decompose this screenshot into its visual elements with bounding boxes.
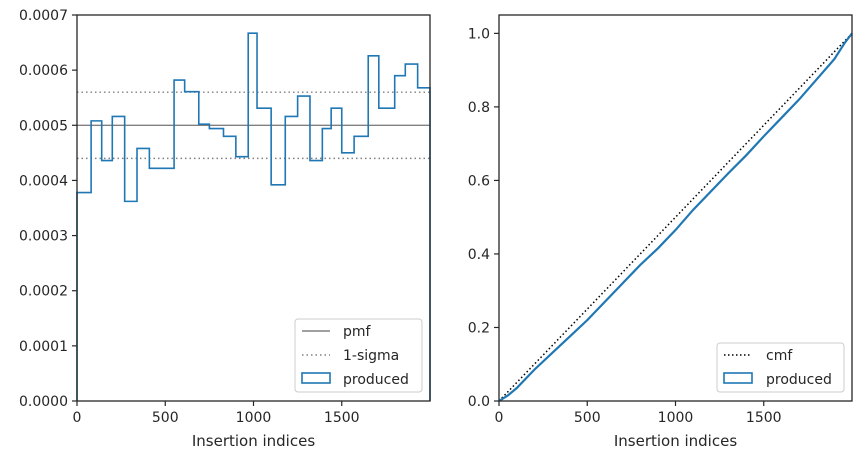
legend-produced-label: produced <box>343 372 409 388</box>
right-y-tick-label: 0.4 <box>468 247 490 263</box>
legend-sigma-label: 1-sigma <box>343 348 399 364</box>
left-axes-frame <box>76 14 431 402</box>
right-y-tick-label: 1.0 <box>468 26 490 42</box>
produced-cumulative-series <box>498 32 853 402</box>
pmf-histogram-panel: 0.0000 0.0001 0.0002 0.0003 0.0004 0.0005 0.00… <box>19 8 431 450</box>
produced-histogram-series <box>76 32 431 401</box>
right-y-tick-label: 0.0 <box>468 394 490 410</box>
left-x-axis-ticks: 0 500 1000 1500 <box>73 401 360 426</box>
left-legend: pmf 1-sigma produced <box>294 318 423 393</box>
right-x-axis-label: Insertion indices <box>614 432 737 450</box>
left-y-tick-label: 0.0006 <box>19 63 68 79</box>
legend-cmf-label: cmf <box>766 348 793 364</box>
legend-produced-swatch-right <box>723 372 753 384</box>
left-y-tick-label: 0.0003 <box>19 229 68 245</box>
legend-produced-label-right: produced <box>766 372 832 388</box>
right-x-axis-ticks: 0 500 1000 1500 <box>495 401 782 426</box>
left-y-axis-ticks: 0.0000 0.0001 0.0002 0.0003 0.0004 0.0005 0.00… <box>19 8 77 410</box>
legend-produced-swatch <box>301 372 331 384</box>
left-y-tick-label: 0.0002 <box>19 284 68 300</box>
left-y-tick-label: 0.0000 <box>19 394 68 410</box>
left-y-tick-label: 0.0001 <box>19 339 68 355</box>
left-x-axis-label: Insertion indices <box>192 432 315 450</box>
legend-pmf-label: pmf <box>343 324 372 340</box>
left-x-tick-label: 0 <box>73 410 82 426</box>
cmf-line <box>498 32 853 402</box>
right-y-axis-ticks: 0.0 0.2 0.4 0.6 0.8 1.0 <box>468 26 499 410</box>
right-x-tick-label: 0 <box>495 410 504 426</box>
left-x-tick-label: 1000 <box>236 410 272 426</box>
left-y-tick-label: 0.0005 <box>19 118 68 134</box>
right-axes-frame <box>498 14 853 402</box>
right-y-tick-label: 0.6 <box>468 173 490 189</box>
left-y-tick-label: 0.0007 <box>19 8 68 24</box>
right-y-tick-label: 0.2 <box>468 320 490 336</box>
right-y-tick-label: 0.8 <box>468 100 490 116</box>
right-legend: cmf produced <box>716 342 845 393</box>
cmf-panel: 0.0 0.2 0.4 0.6 0.8 1.0 0 500 1000 1500 Insertio… <box>468 14 853 450</box>
right-x-tick-label: 1000 <box>658 410 694 426</box>
right-x-tick-label: 1500 <box>746 410 782 426</box>
left-x-tick-label: 1500 <box>324 410 360 426</box>
left-y-tick-label: 0.0004 <box>19 173 68 189</box>
left-x-tick-label: 500 <box>152 410 179 426</box>
right-x-tick-label: 500 <box>574 410 601 426</box>
